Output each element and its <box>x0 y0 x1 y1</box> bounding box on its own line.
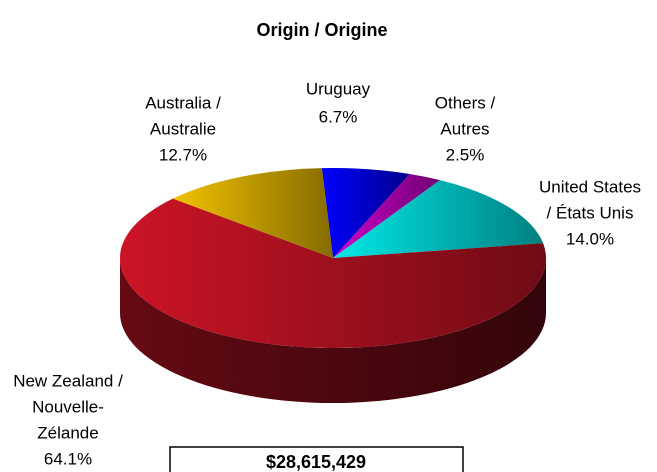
value-label: 64.1% <box>44 449 92 468</box>
total-label: $28,615,429 <box>266 452 366 472</box>
pie-sides <box>120 258 546 403</box>
pie-slice <box>119 198 546 349</box>
slice-label: Australie <box>150 119 216 138</box>
slice-label: New Zealand / <box>13 371 123 390</box>
chart-title: Origin / Origine <box>256 20 387 40</box>
slice-label: Zélande <box>37 423 98 442</box>
pie-tops <box>119 167 546 349</box>
slice-label: Nouvelle- <box>32 397 104 416</box>
value-label: 14.0% <box>566 229 614 248</box>
slice-label: Uruguay <box>306 79 371 98</box>
pie-side <box>120 258 546 403</box>
slice-label: Autres <box>440 119 489 138</box>
value-label: 2.5% <box>446 145 485 164</box>
pie-slice <box>172 168 333 258</box>
labels: Uruguay 6.7% Others / Autres 2.5% United Stat… <box>13 79 641 468</box>
total-box <box>169 446 464 472</box>
value-label: 12.7% <box>159 145 207 164</box>
slice-label: Others / <box>435 93 496 112</box>
slice-label: Australia / <box>145 93 221 112</box>
value-label: 6.7% <box>319 107 358 126</box>
pie-slice <box>321 167 410 258</box>
pie-slice <box>333 180 544 258</box>
slice-label: United States <box>539 177 641 196</box>
pie-slice <box>333 174 440 258</box>
slice-label: / États Unis <box>547 203 634 222</box>
